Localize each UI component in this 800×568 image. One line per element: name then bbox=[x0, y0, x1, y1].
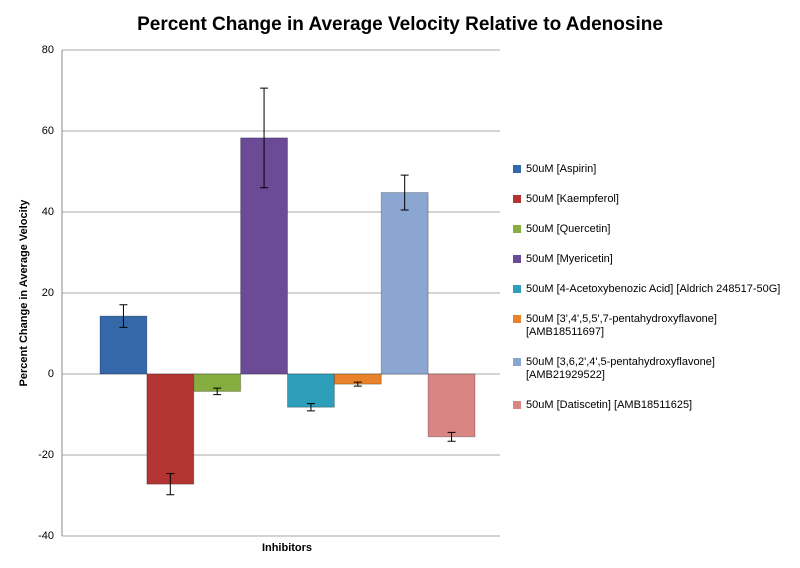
legend-label: 50uM [4-Acetoxybenozic Acid] [Aldrich 24… bbox=[526, 283, 781, 295]
legend-swatch bbox=[513, 165, 521, 173]
error-bar bbox=[166, 473, 175, 496]
y-tick-label: 60 bbox=[42, 125, 54, 137]
legend-item: 50uM [3,6,2',4',5-pentahydroxyflavone] [… bbox=[513, 356, 795, 382]
legend-swatch bbox=[513, 225, 521, 233]
error-bar bbox=[400, 174, 409, 211]
y-tick-label: -40 bbox=[38, 530, 54, 542]
legend-label: 50uM [Datiscetin] [AMB18511625] bbox=[526, 399, 693, 411]
legend-swatch bbox=[513, 285, 521, 293]
legend-swatch bbox=[513, 401, 521, 409]
legend-swatch bbox=[513, 358, 521, 366]
error-bar bbox=[306, 403, 315, 412]
bar bbox=[287, 373, 335, 408]
y-tick-label: 80 bbox=[42, 44, 54, 56]
legend-item: 50uM [Quercetin] bbox=[513, 223, 795, 236]
bar bbox=[146, 373, 195, 485]
chart-title: Percent Change in Average Velocity Relat… bbox=[137, 14, 663, 35]
y-tick-label: -20 bbox=[38, 449, 54, 461]
legend-label: 50uM [Aspirin] bbox=[526, 163, 597, 175]
y-axis-label: Percent Change in Average Velocity bbox=[18, 199, 30, 387]
legend-label: 50uM [Kaempferol] bbox=[526, 193, 619, 205]
y-tick-label: 20 bbox=[42, 287, 54, 299]
legend-swatch bbox=[513, 255, 521, 263]
error-bar bbox=[260, 87, 269, 189]
y-tick-label: 40 bbox=[42, 206, 54, 218]
legend-item: 50uM [3',4',5,5',7-pentahydroxyflavone] … bbox=[513, 313, 795, 339]
legend-item: 50uM [Myericetin] bbox=[513, 253, 795, 266]
legend-swatch bbox=[513, 315, 521, 323]
error-bar bbox=[353, 381, 362, 387]
x-axis-label: Inhibitors bbox=[262, 542, 312, 554]
legend-item: 50uM [Datiscetin] [AMB18511625] bbox=[513, 399, 795, 412]
legend-label: 50uM [3,6,2',4',5-pentahydroxyflavone] [… bbox=[526, 356, 715, 381]
error-bar bbox=[213, 387, 222, 396]
error-bar bbox=[447, 431, 456, 442]
legend-item: 50uM [Aspirin] bbox=[513, 163, 795, 176]
legend-label: 50uM [3',4',5,5',7-pentahydroxyflavone] … bbox=[526, 313, 717, 338]
legend-item: 50uM [Kaempferol] bbox=[513, 193, 795, 206]
bar bbox=[380, 192, 429, 375]
legend: 50uM [Aspirin] 50uM [Kaempferol] 50uM [Que… bbox=[513, 163, 795, 412]
y-tick-label: 0 bbox=[48, 368, 54, 380]
legend-label: 50uM [Myericetin] bbox=[526, 253, 613, 265]
legend-item: 50uM [4-Acetoxybenozic Acid] [Aldrich 24… bbox=[513, 283, 795, 296]
legend-label: 50uM [Quercetin] bbox=[526, 223, 611, 235]
bar bbox=[427, 373, 476, 438]
error-bar bbox=[119, 304, 128, 328]
legend-swatch bbox=[513, 195, 521, 203]
